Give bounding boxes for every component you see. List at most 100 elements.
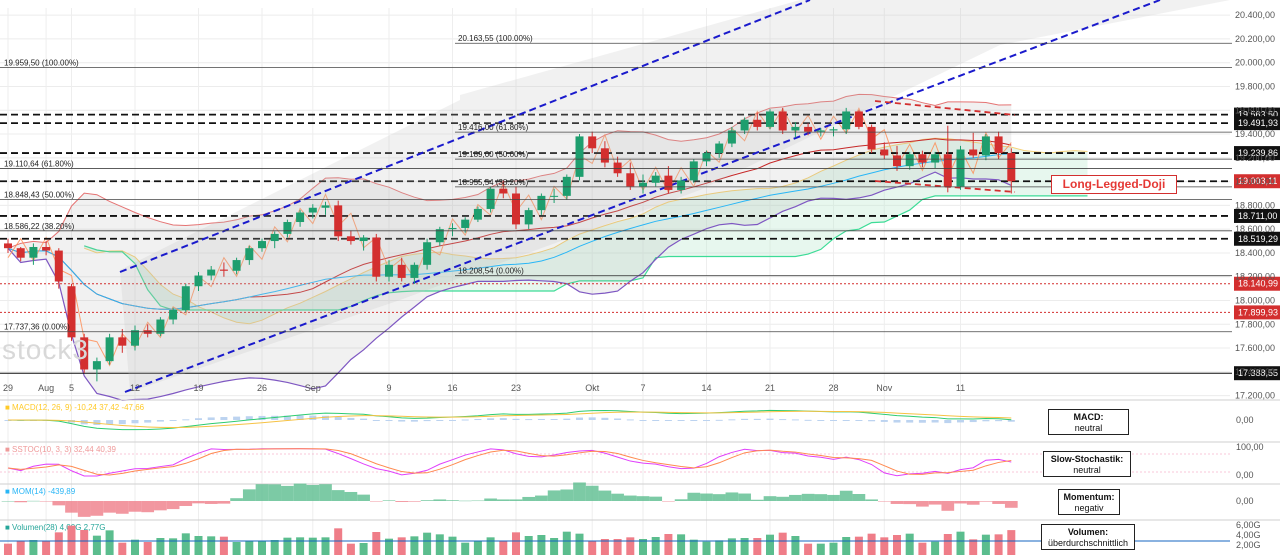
time-tick-label: 16 <box>447 383 457 393</box>
macd-histogram-bar <box>334 416 342 420</box>
volume-bar <box>791 536 800 555</box>
macd-histogram-bar <box>423 420 431 422</box>
volume-bar <box>600 539 609 555</box>
cloud-span-b <box>84 195 1088 311</box>
macd-histogram-bar <box>487 418 495 420</box>
price-tick-label: 17.400,00 <box>1235 367 1275 377</box>
candle-body <box>842 111 851 130</box>
macd-histogram-bar <box>233 416 241 420</box>
momentum-bar <box>598 490 612 501</box>
macd-histogram-bar <box>525 419 533 421</box>
time-tick-label: Nov <box>876 383 893 393</box>
macd-signal-box: MACD: neutral <box>1048 409 1129 435</box>
volume-bar <box>181 533 190 555</box>
candle-body <box>67 286 76 338</box>
candle-body <box>550 195 559 197</box>
volume-bar <box>854 536 863 555</box>
candle-body <box>334 205 343 237</box>
indicator-panels: ■ MACD(12, 26, 9) -10,24 37,42 -47,66 0,0… <box>0 399 1280 555</box>
volume-bar <box>308 537 317 555</box>
candle-body <box>740 119 749 131</box>
momentum-bar <box>865 499 878 501</box>
candle-body <box>131 330 139 346</box>
candle-body <box>1007 153 1016 182</box>
momentum-bar <box>242 489 256 501</box>
momentum-bar <box>39 501 53 502</box>
volume-bar <box>29 540 38 555</box>
level-label-bg <box>1234 305 1280 320</box>
volume-bar <box>766 534 774 555</box>
momentum-bar <box>852 494 866 501</box>
macd-histogram-bar <box>195 418 202 420</box>
indicator-tick: 6,00G <box>1236 520 1261 530</box>
volume-bar <box>499 540 508 555</box>
time-tick-label: 28 <box>828 383 838 393</box>
candle-body <box>29 246 38 258</box>
volume-bar <box>54 532 63 555</box>
time-tick-label: Okt <box>585 383 600 393</box>
macd-histogram-bar <box>220 417 228 420</box>
candle-body <box>537 195 546 211</box>
momentum-bar <box>916 501 929 507</box>
volume-bar <box>842 537 851 555</box>
candle-body <box>994 136 1003 154</box>
price-tick-label: 17.600,00 <box>1235 343 1275 353</box>
macd-histogram-bar <box>563 418 571 420</box>
leading-line <box>7 107 1012 367</box>
moving-average-38 <box>7 153 1012 310</box>
volume-bar <box>981 534 990 555</box>
momentum-bar <box>27 500 40 502</box>
momentum-bar <box>306 484 320 501</box>
time-tick-label: 19 <box>193 383 203 393</box>
momentum-bar <box>585 485 599 501</box>
channel-fill <box>120 0 1230 392</box>
candle-body <box>105 337 114 362</box>
volume-bar <box>169 538 178 555</box>
level-label: 17.899,93 <box>1238 307 1278 317</box>
indicator-label: ■ Volumen(28) 4,00G 2,77G <box>5 523 105 532</box>
price-tick-label: 18.000,00 <box>1235 296 1275 306</box>
volume-bar <box>740 538 749 555</box>
momentum-bar <box>827 494 840 501</box>
volume-bar <box>626 537 635 555</box>
momentum-bar <box>230 498 243 501</box>
candle-body <box>16 248 25 258</box>
volume-bar <box>156 538 165 555</box>
candle-body <box>588 136 597 149</box>
time-tick-label: 7 <box>640 383 645 393</box>
candle-body <box>219 269 228 271</box>
level-label-bg <box>1234 366 1280 381</box>
macd-histogram-bar <box>880 420 888 422</box>
fib-label-left: 19.110,64 (61.80%) <box>4 159 74 168</box>
fib-label-left: 18.586,22 (38.20%) <box>4 222 75 231</box>
volume-bar <box>194 536 203 555</box>
candle-body <box>42 246 51 251</box>
volume-bar <box>1007 530 1016 555</box>
momentum-bar <box>293 483 307 501</box>
fib-label-mid: 19.416,00 (61.80%) <box>458 123 529 132</box>
volume-bar <box>232 542 241 555</box>
momentum-bar <box>1 501 15 502</box>
candle-body <box>156 319 165 334</box>
volume-bar <box>321 537 330 555</box>
momentum-bar <box>90 501 104 516</box>
level-label: 19.491,93 <box>1238 118 1278 128</box>
candle-body <box>766 111 774 127</box>
triangle-upper-line <box>874 100 1016 116</box>
volume-bar <box>753 538 762 555</box>
macd-histogram-bar <box>118 420 126 425</box>
momentum-bar <box>750 499 764 501</box>
volume-signal-title: Volumen: <box>1067 527 1109 537</box>
macd-signal-title: MACD: <box>1073 412 1104 422</box>
volume-bar <box>664 534 673 555</box>
momentum-bar <box>166 501 180 510</box>
macd-histogram-bar <box>944 420 952 424</box>
macd-histogram-bar <box>753 418 761 420</box>
price-tick-label: 18.600,00 <box>1235 224 1275 234</box>
momentum-bar <box>966 501 980 505</box>
momentum-bar <box>954 501 967 504</box>
volume-bar <box>512 532 520 555</box>
macd-histogram-bar <box>169 420 177 421</box>
momentum-bar <box>192 501 205 504</box>
volume-bar <box>562 531 571 555</box>
